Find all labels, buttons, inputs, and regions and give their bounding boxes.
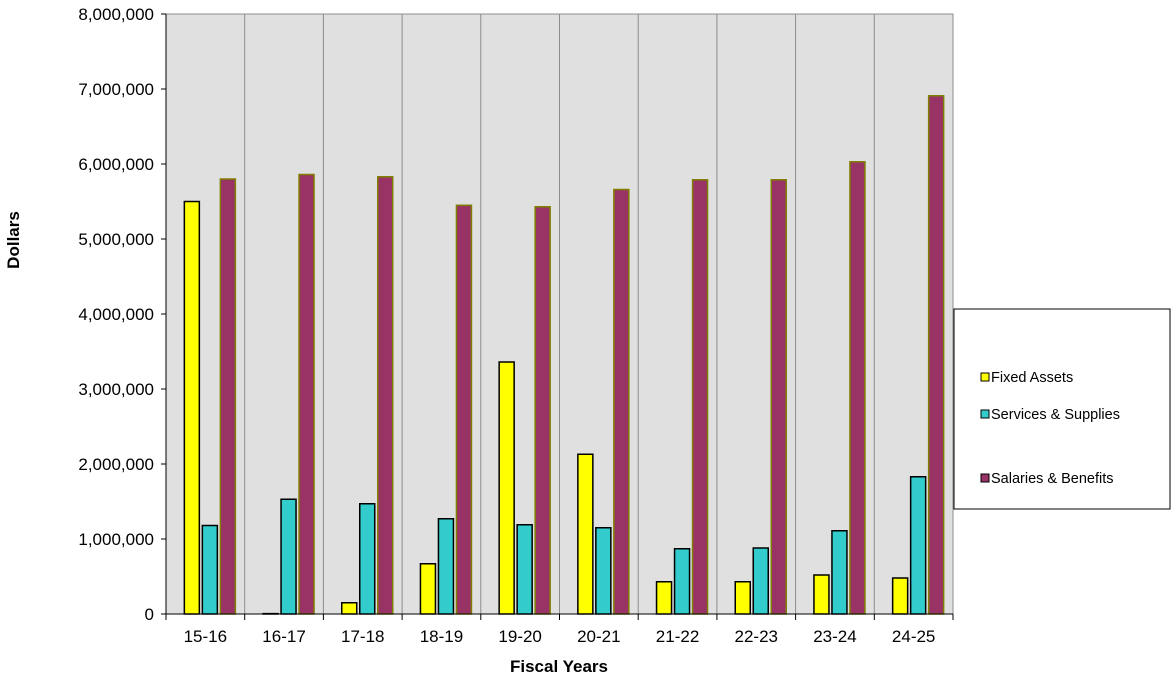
legend-item-services-supplies: Services & Supplies [980, 407, 1120, 423]
bar-salaries-benefits [927, 95, 945, 615]
bar-services-supplies [437, 518, 455, 615]
bar-services-supplies [359, 503, 376, 615]
y-tick-label: 4,000,000 [78, 305, 154, 324]
y-tick-label: 0 [145, 605, 154, 624]
x-tick-label: 20-21 [577, 627, 620, 646]
bar-fixed-assets [813, 574, 830, 615]
y-tick-label: 5,000,000 [78, 230, 154, 249]
bar-services-supplies [752, 547, 769, 615]
legend-swatch [980, 473, 990, 483]
y-tick-label: 3,000,000 [78, 380, 154, 399]
x-tick-label: 22-23 [735, 627, 778, 646]
bar-services-supplies [595, 527, 612, 615]
bar-salaries-benefits [534, 206, 551, 615]
y-tick-labels: 0 1,000,000 2,000,000 3,000,000 4,000,000 5,0… [78, 5, 166, 624]
y-tick-label: 7,000,000 [78, 80, 154, 99]
y-tick-label: 2,000,000 [78, 455, 154, 474]
bar-fixed-assets [577, 453, 594, 615]
bar-services-supplies [909, 476, 927, 615]
bar-fixed-assets [891, 577, 909, 615]
bar-fixed-assets [498, 361, 515, 615]
bar-fixed-assets [341, 602, 358, 615]
bar-fixed-assets [655, 581, 673, 615]
legend-item-fixed-assets: Fixed Assets [980, 370, 1073, 386]
bar-fixed-assets [734, 581, 751, 615]
bar-salaries-benefits [298, 173, 315, 615]
y-tick-label: 1,000,000 [78, 530, 154, 549]
bar-salaries-benefits [691, 179, 709, 615]
x-tick-label: 16-17 [262, 627, 305, 646]
x-tick-labels: 15-16 16-17 17-18 18-19 19-20 20-21 21-22 22-23… [165, 614, 954, 646]
bar-salaries-benefits [849, 161, 866, 615]
bars-group [183, 95, 945, 615]
bar-salaries-benefits [377, 176, 394, 615]
bar-salaries-benefits [455, 204, 473, 615]
y-tick-label: 8,000,000 [78, 5, 154, 24]
legend-item-salaries-benefits: Salaries & Benefits [980, 471, 1114, 487]
x-tick-label: 18-19 [420, 627, 463, 646]
x-tick-label: 24-25 [892, 627, 935, 646]
x-tick-label: 19-20 [498, 627, 541, 646]
legend: Fixed Assets Services & Supplies Salarie… [953, 308, 1171, 510]
x-tick-label: 21-22 [656, 627, 699, 646]
bar-services-supplies [201, 524, 219, 615]
bar-services-supplies [673, 548, 691, 615]
x-tick-label: 17-18 [341, 627, 384, 646]
x-tick-label: 15-16 [184, 627, 227, 646]
bar-salaries-benefits [613, 188, 630, 615]
bar-services-supplies [516, 524, 533, 615]
legend-label: Services & Supplies [991, 407, 1120, 423]
y-tick-label: 6,000,000 [78, 155, 154, 174]
legend-swatch [980, 409, 990, 419]
bar-fixed-assets [183, 200, 201, 615]
bar-services-supplies [280, 498, 297, 615]
bar-salaries-benefits [219, 178, 237, 615]
x-axis-title: Fiscal Years [510, 657, 608, 676]
legend-swatch [980, 372, 990, 382]
bar-fixed-assets [419, 563, 437, 615]
category-dividers [244, 14, 875, 614]
bar-salaries-benefits [770, 179, 787, 615]
legend-label: Salaries & Benefits [991, 471, 1114, 487]
x-tick-label: 23-24 [813, 627, 856, 646]
legend-label: Fixed Assets [991, 370, 1073, 386]
bar-services-supplies [831, 530, 848, 615]
legend-box [953, 308, 1171, 510]
y-axis-title: Dollars [4, 211, 23, 269]
